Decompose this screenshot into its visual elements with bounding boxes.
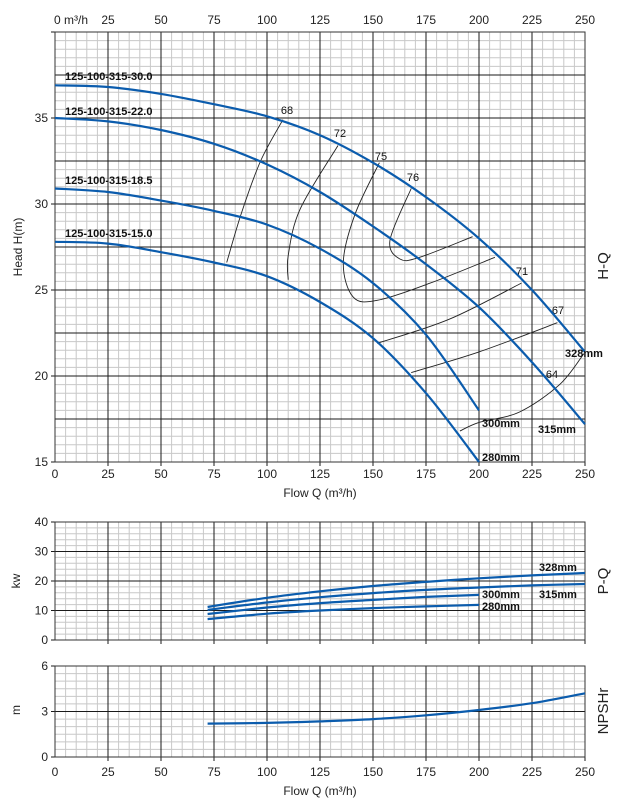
efficiency-label: 68 [281, 105, 293, 117]
efficiency-contour-72 [286, 145, 339, 280]
x-tick-label: 50 [154, 467, 168, 481]
efficiency-label: 76 [407, 172, 419, 184]
pq-curve-328mm [207, 571, 586, 609]
model-label: 125-100-315-22.0 [65, 106, 152, 118]
y-tick-label: 30 [35, 545, 49, 559]
curve-label: 328mm [539, 562, 577, 574]
efficiency-contour-76 [389, 188, 473, 262]
x-tick-label: 150 [363, 765, 383, 779]
x-tick-label: 250 [575, 765, 595, 779]
top-x-tick-label: 175 [416, 13, 436, 27]
npsh-plot-frame [54, 665, 586, 758]
y-tick-label: 10 [35, 604, 49, 618]
hq-curve-280mm [54, 240, 480, 463]
panel-title: P-Q [595, 568, 612, 595]
efficiency-contour-64 [459, 353, 585, 432]
curve-label: 300mm [482, 589, 520, 601]
x-tick-label: 0 [52, 467, 59, 481]
x-tick-label: 200 [469, 467, 489, 481]
x-tick-label: 250 [575, 467, 595, 481]
hq-curve-328mm [54, 84, 586, 353]
x-tick-label: 0 [52, 765, 59, 779]
model-label: 125-100-315-30.0 [65, 71, 152, 83]
x-tick-label: 125 [310, 765, 330, 779]
y-tick-label: 20 [35, 574, 49, 588]
y-tick-label: 35 [35, 111, 49, 125]
y-tick-label: 15 [35, 455, 49, 469]
x-tick-label: 100 [257, 467, 277, 481]
hq-plot-frame [54, 31, 586, 463]
curve-label: 280mm [482, 452, 520, 464]
x-tick-label: 150 [363, 467, 383, 481]
y-axis-title: kw [9, 573, 23, 588]
top-x-tick-label: 250 [575, 13, 595, 27]
y-tick-label: 20 [35, 369, 49, 383]
curve-label: 328mm [565, 348, 603, 360]
model-label: 125-100-315-15.0 [65, 228, 152, 240]
model-label: 125-100-315-18.5 [65, 175, 152, 187]
x-axis-title: Flow Q (m³/h) [283, 784, 356, 798]
y-axis-title: m [9, 705, 23, 715]
efficiency-label: 67 [552, 305, 564, 317]
y-tick-label: 6 [41, 659, 48, 673]
x-tick-label: 175 [416, 467, 436, 481]
pq-curve-315mm [207, 582, 586, 611]
y-tick-label: 0 [41, 750, 48, 764]
pq-curve-280mm [207, 603, 480, 621]
y-tick-label: 0 [41, 633, 48, 647]
efficiency-label: 75 [375, 151, 387, 163]
x-tick-label: 25 [101, 467, 115, 481]
efficiency-contour-68 [226, 119, 284, 263]
x-tick-label: 200 [469, 765, 489, 779]
top-x-tick-label: 200 [469, 13, 489, 27]
y-tick-label: 30 [35, 197, 49, 211]
efficiency-label: 72 [334, 128, 346, 140]
top-x-tick-label: 225 [522, 13, 542, 27]
y-tick-label: 3 [41, 705, 48, 719]
pq-grid [51, 521, 586, 644]
efficiency-contour-67 [411, 322, 558, 374]
efficiency-contour-71 [377, 282, 522, 344]
top-x-axis-unit: 0 m³/h [54, 13, 88, 27]
x-axis-title: Flow Q (m³/h) [283, 486, 356, 500]
npsh-curve [207, 692, 586, 725]
top-x-tick-label: 50 [154, 13, 168, 27]
x-tick-label: 100 [257, 765, 277, 779]
x-tick-label: 75 [207, 765, 221, 779]
panel-title: H-Q [595, 252, 612, 280]
panel-title: NPSHr [595, 688, 612, 735]
top-x-tick-label: 150 [363, 13, 383, 27]
x-tick-label: 125 [310, 467, 330, 481]
top-x-tick-label: 75 [207, 13, 221, 27]
curve-label: 315mm [539, 589, 577, 601]
x-tick-label: 75 [207, 467, 221, 481]
curve-label: 280mm [482, 601, 520, 613]
hq-curve-315mm [54, 116, 586, 425]
top-x-tick-label: 100 [257, 13, 277, 27]
x-tick-label: 50 [154, 765, 168, 779]
x-tick-label: 225 [522, 765, 542, 779]
y-axis-title: Head H(m) [11, 218, 25, 277]
npsh-grid [51, 665, 586, 761]
x-tick-label: 175 [416, 765, 436, 779]
efficiency-label: 64 [546, 369, 558, 381]
pq-plot-frame [54, 521, 586, 641]
y-tick-label: 25 [35, 283, 49, 297]
x-tick-label: 225 [522, 467, 542, 481]
hq-grid [51, 31, 586, 466]
pq-curve-300mm [207, 593, 480, 616]
top-x-tick-label: 125 [310, 13, 330, 27]
top-x-tick-label: 25 [101, 13, 115, 27]
y-tick-label: 40 [35, 515, 49, 529]
hq-curve-300mm [54, 187, 480, 412]
curve-label: 315mm [538, 424, 576, 436]
x-tick-label: 25 [101, 765, 115, 779]
curve-label: 300mm [482, 418, 520, 430]
